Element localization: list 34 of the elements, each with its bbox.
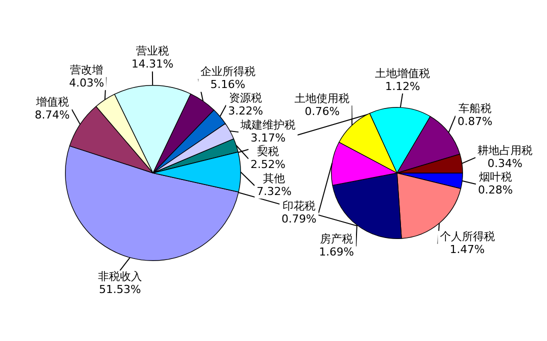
data-label: 5.16%: [210, 78, 246, 92]
data-label: 8.74%: [34, 108, 70, 122]
data-label: 1.47%: [450, 243, 485, 256]
slice-label: 印花税: [282, 199, 316, 212]
data-label: 51.53%: [98, 282, 141, 296]
data-label: 0.76%: [304, 104, 340, 118]
slice-label: 非税收入: [98, 270, 142, 283]
data-label: 1.12%: [385, 80, 420, 93]
slice-label: 个人所得税: [440, 230, 495, 244]
slice-label: 契税: [256, 145, 279, 158]
data-label: 3.22%: [228, 104, 264, 118]
slice-label: 营改增: [70, 64, 104, 77]
slice-label: 车船税: [458, 102, 492, 116]
data-label: 0.28%: [478, 183, 513, 196]
slice-label: 资源税: [229, 91, 262, 104]
data-label: 4.03%: [69, 76, 104, 90]
data-label: 0.79%: [282, 212, 316, 226]
slice-label: 企业所得税: [200, 65, 256, 78]
data-label: 0.87%: [458, 115, 492, 128]
slice-label: 土地增值税: [375, 66, 430, 80]
slice-label: 土地使用税: [294, 92, 350, 105]
data-label: 0.34%: [488, 156, 522, 170]
data-label: 1.69%: [319, 246, 354, 259]
data-label: 3.17%: [250, 131, 286, 144]
slice-label: 其他: [263, 172, 286, 186]
data-label: 14.31%: [131, 58, 174, 71]
slice-label: 烟叶税: [478, 170, 512, 184]
slice-label: 增值税: [34, 96, 69, 109]
slice-label: 营业税: [136, 44, 169, 58]
slice-label: 城建维护税: [240, 118, 296, 132]
data-label: 7.32%: [256, 185, 292, 198]
slice-label: 房产税: [320, 232, 353, 246]
data-label: 2.52%: [250, 158, 286, 172]
slice-label: 耕地占用税: [477, 144, 532, 157]
